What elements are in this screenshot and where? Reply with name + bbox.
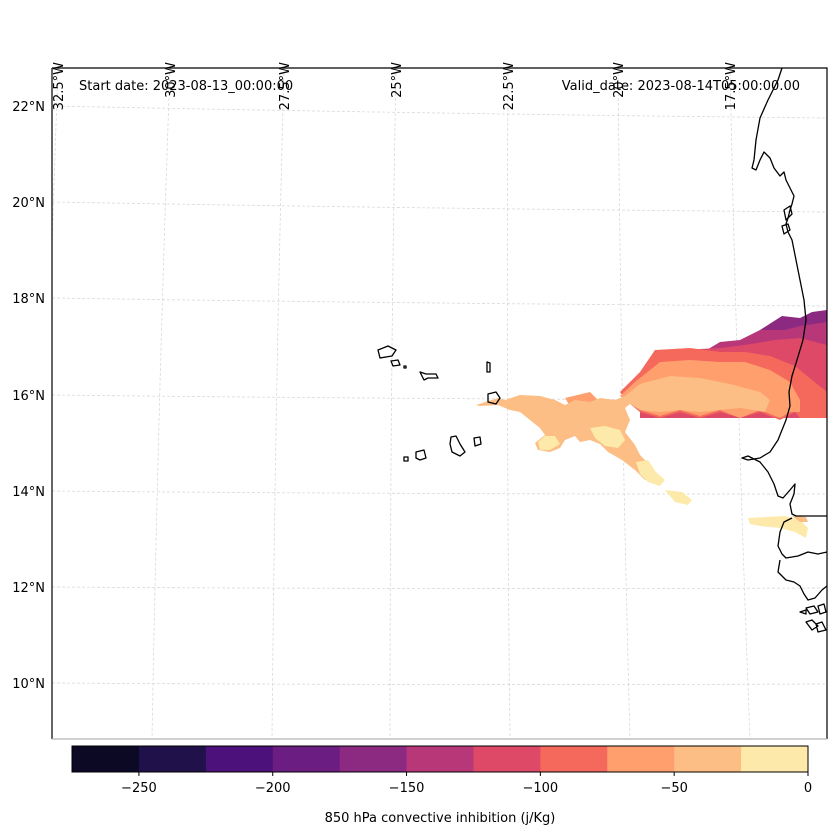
meridian-line [389,68,397,739]
island-maio [473,436,482,447]
colorbar-tick-label: −200 [255,781,291,796]
parallel-line [52,297,827,307]
map-frame [52,67,828,739]
colorbar-bin [741,746,809,772]
latitude-tick-labels: 22°N 20°N 18°N 16°N 14°N 12°N 10°N [12,100,45,692]
parallel-line [52,586,827,589]
colorbar-bin [607,746,675,772]
colorbar-ticks: −250 −200 −150 −100 −50 0 [121,772,812,796]
coastline-bijagos [799,603,827,633]
latitude-tick-label: 14°N [12,485,45,500]
start-date-label: Start date: 2023-08-13_00:00:00 [79,79,293,94]
latitude-tick-label: 22°N [12,100,45,115]
longitude-tick-label: 32.5°W [52,62,67,110]
colorbar-bin [473,746,541,772]
colorbar-outline [71,745,809,773]
island-sao-vicente [390,359,401,367]
island-santiago [449,435,466,457]
longitude-tick-label: 27.5°W [278,62,293,110]
colorbar-bin [138,746,207,772]
longitude-tick-label: 22.5°W [502,62,517,110]
meridian-line [271,68,285,739]
parallel-line [52,105,827,119]
parallel-line [52,490,827,495]
colorbar-label: 850 hPa convective inhibition (j/Kg) [325,811,556,826]
latitude-tick-label: 20°N [12,196,45,211]
colorbar-bins [72,746,809,772]
coastline-gambia-guinea [777,517,828,601]
colorbar-bin [406,746,474,772]
parallel-line [52,682,827,685]
coastlines [377,67,828,633]
longitude-tick-label: 17.5°W [724,62,739,110]
longitude-tick-label: 20°W [612,62,627,98]
longitude-tick-label: 30°W [164,62,179,98]
parallel-line [52,394,827,401]
valid-date-label: Valid_date: 2023-08-14T05:00:00.00 [562,79,800,94]
coastline-dakar-detail [781,205,793,235]
latitude-tick-label: 12°N [12,581,45,596]
colorbar-bin [540,746,608,772]
island-brava [403,456,409,462]
latitude-tick-label: 10°N [12,677,45,692]
colorbar-tick-label: −100 [523,781,559,796]
latitude-tick-label: 16°N [12,389,45,404]
colorbar-bin [674,746,742,772]
coastline-west-africa [741,67,827,517]
island-sao-nicolau [419,371,439,381]
island-fogo [415,449,427,461]
island-santa-luzia [403,365,407,369]
colorbar-tick-label: −150 [389,781,425,796]
contour-band-minus50 [476,376,770,480]
colorbar-bin [272,746,341,772]
latitude-tick-label: 18°N [12,292,45,307]
colorbar-bin [72,746,140,772]
longitude-tick-labels: 32.5°W 30°W 27.5°W 25°W 22.5°W 20°W 17.5°W [52,62,739,110]
longitude-tick-label: 25°W [390,62,405,98]
island-sal [486,361,491,373]
colorbar-bin [339,746,408,772]
colorbar-tick-label: 0 [804,781,812,796]
colorbar-tick-label: −50 [660,781,687,796]
contour-band-gambia-mid [792,516,808,522]
colorbar-bin [205,746,274,772]
map-panel: Start date: 2023-08-13_00:00:00 Valid_da… [51,67,828,740]
colorbar-tick-label: −250 [121,781,157,796]
colorbar: −250 −200 −150 −100 −50 0 850 hPa convective … [71,745,812,826]
island-boa-vista [487,391,501,405]
contour-band-minus25 [538,426,808,538]
cin-field [476,310,827,538]
island-santo-antao [377,345,397,359]
meridian-line [151,68,171,739]
parallel-line [52,201,827,213]
